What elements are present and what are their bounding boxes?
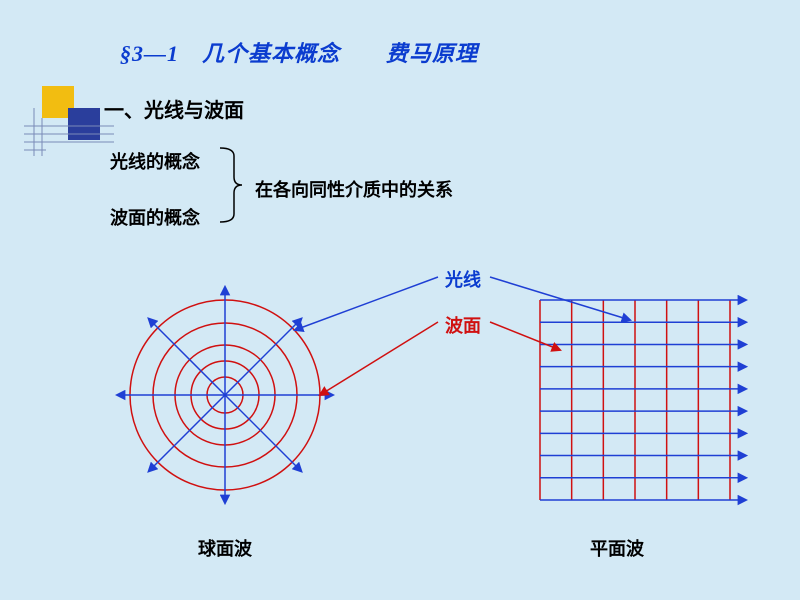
wave-diagram	[0, 0, 800, 600]
